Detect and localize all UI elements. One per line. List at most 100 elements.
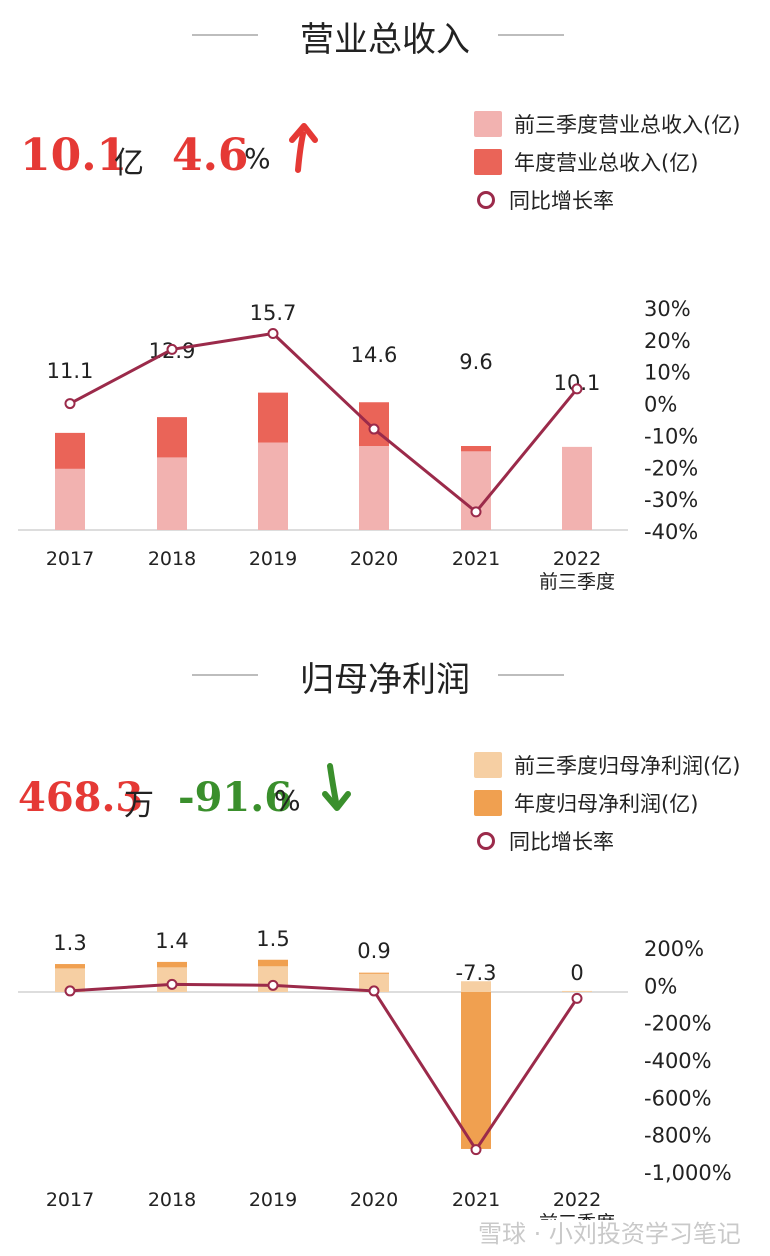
y-tick-label: -1,000% xyxy=(644,1161,732,1185)
growth-rate-point xyxy=(571,383,583,395)
legend-label: 同比增长率 xyxy=(509,189,614,213)
x-tick-label: 2018 xyxy=(148,1189,196,1211)
x-tick-label: 2018 xyxy=(148,548,196,570)
y-tick-label: -20% xyxy=(644,456,698,480)
growth-rate-point xyxy=(166,343,178,355)
arrow-down-icon xyxy=(322,763,351,811)
y-tick-label: 200% xyxy=(644,937,704,961)
headline-unit: 亿 xyxy=(114,146,144,181)
legend-item: 前三季度营业总收入(亿) xyxy=(474,105,740,143)
x-tick-label: 2019 xyxy=(249,1189,297,1211)
y-tick-label: -600% xyxy=(644,1086,712,1110)
q3-bar xyxy=(562,990,592,992)
legend-label: 年度归母净利润(亿) xyxy=(514,792,699,816)
legend-label: 同比增长率 xyxy=(509,830,614,854)
y-tick-label: -30% xyxy=(644,488,698,512)
legend-item: 年度营业总收入(亿) xyxy=(474,143,740,181)
legend-swatch-q3 xyxy=(474,752,502,778)
legend-swatch-q3 xyxy=(474,111,502,137)
headline-unit: 万 xyxy=(124,788,154,823)
q3-bar xyxy=(359,446,389,530)
growth-rate-point xyxy=(267,327,279,339)
growth-rate-line xyxy=(69,982,579,1153)
legend-item: 前三季度归母净利润(亿) xyxy=(474,746,740,784)
section-title: 营业总收入 xyxy=(300,20,470,60)
bar-value-label: 0 xyxy=(570,961,583,985)
q3-bar xyxy=(461,451,491,530)
headline-change-unit: % xyxy=(274,784,301,817)
growth-rate-point xyxy=(470,506,482,518)
headline-change: 4.6 xyxy=(172,130,249,181)
annual-bar xyxy=(461,992,491,1149)
x-tick-label: 2021 xyxy=(452,548,500,570)
revenue-chart: 11.1201712.9201815.7201914.620209.620211… xyxy=(18,297,698,593)
title-line-left xyxy=(192,674,258,676)
legend-label: 前三季度归母净利润(亿) xyxy=(514,754,741,778)
headline-value: 468.3 xyxy=(18,774,144,821)
legend-circle-icon xyxy=(477,832,495,850)
legend-item: 同比增长率 xyxy=(474,822,740,860)
headline-change-unit: % xyxy=(244,142,271,175)
y-tick-label: -40% xyxy=(644,520,698,544)
growth-rate-point xyxy=(368,423,380,435)
y-tick-label: 20% xyxy=(644,329,691,353)
q3-bar xyxy=(461,981,491,992)
x-tick-label: 2022 xyxy=(553,548,601,570)
y-tick-label: -400% xyxy=(644,1049,712,1073)
legend-revenue: 前三季度营业总收入(亿) 年度营业总收入(亿) 同比增长率 xyxy=(474,105,740,219)
bar-value-label: 0.9 xyxy=(357,939,390,963)
y-tick-label: -800% xyxy=(644,1124,712,1148)
x-tick-label: 2017 xyxy=(46,548,94,570)
headline-value: 10.1 xyxy=(20,130,128,181)
x-tick-label: 2019 xyxy=(249,548,297,570)
profit-chart: 1.3 2017 1.4 2018 1.5 2019 0.9 2020 -7.3 2021 0 202… xyxy=(18,927,732,1220)
q3-bar xyxy=(562,446,592,530)
bar-value-label: 1.5 xyxy=(256,927,289,951)
bar-value-label: 1.3 xyxy=(53,931,86,955)
q3-bar xyxy=(157,457,187,530)
y-tick-label: 30% xyxy=(644,297,691,321)
growth-rate-point xyxy=(571,992,583,1004)
bar-value-label: 9.6 xyxy=(459,350,492,374)
q3-bar xyxy=(258,442,288,530)
bar-value-label: 1.4 xyxy=(155,929,188,953)
growth-rate-point xyxy=(166,978,178,990)
q3-bar xyxy=(359,973,389,992)
q3-bar xyxy=(55,468,85,530)
title-line-right xyxy=(498,674,564,676)
y-tick-label: 0% xyxy=(644,393,677,417)
y-tick-label: 0% xyxy=(644,974,677,998)
bar-value-label: 14.6 xyxy=(351,343,398,367)
x-tick-label: 2017 xyxy=(46,1189,94,1211)
legend-item: 同比增长率 xyxy=(474,181,740,219)
x-tick-label: 前三季度 xyxy=(539,571,615,593)
legend-swatch-annual xyxy=(474,790,502,816)
x-tick-label: 2021 xyxy=(452,1189,500,1211)
title-line-left xyxy=(192,34,258,36)
legend-swatch-annual xyxy=(474,149,502,175)
growth-rate-point xyxy=(64,985,76,997)
arrow-up-icon xyxy=(289,123,318,173)
headline-change: -91.6 xyxy=(178,774,293,821)
growth-rate-line xyxy=(69,331,579,514)
growth-rate-point xyxy=(64,398,76,410)
bar-value-label: -7.3 xyxy=(456,961,497,985)
legend-label: 年度营业总收入(亿) xyxy=(514,151,699,175)
bar-value-label: 11.1 xyxy=(47,359,94,383)
growth-rate-point xyxy=(368,985,380,997)
y-tick-label: 10% xyxy=(644,361,691,385)
section-title: 归母净利润 xyxy=(300,660,470,700)
x-tick-label: 2020 xyxy=(350,1189,398,1211)
growth-rate-point xyxy=(470,1144,482,1156)
growth-rate-point xyxy=(267,979,279,991)
legend-label: 前三季度营业总收入(亿) xyxy=(514,113,741,137)
bar-value-label: 15.7 xyxy=(250,301,297,325)
x-tick-label: 2020 xyxy=(350,548,398,570)
title-line-right xyxy=(498,34,564,36)
watermark: 雪球 · 小刘投资学习笔记 xyxy=(478,1220,741,1248)
x-tick-label: 前三季度 xyxy=(539,1212,615,1220)
legend-item: 年度归母净利润(亿) xyxy=(474,784,740,822)
q3-bar xyxy=(55,968,85,992)
legend-circle-icon xyxy=(477,191,495,209)
x-tick-label: 2022 xyxy=(553,1189,601,1211)
